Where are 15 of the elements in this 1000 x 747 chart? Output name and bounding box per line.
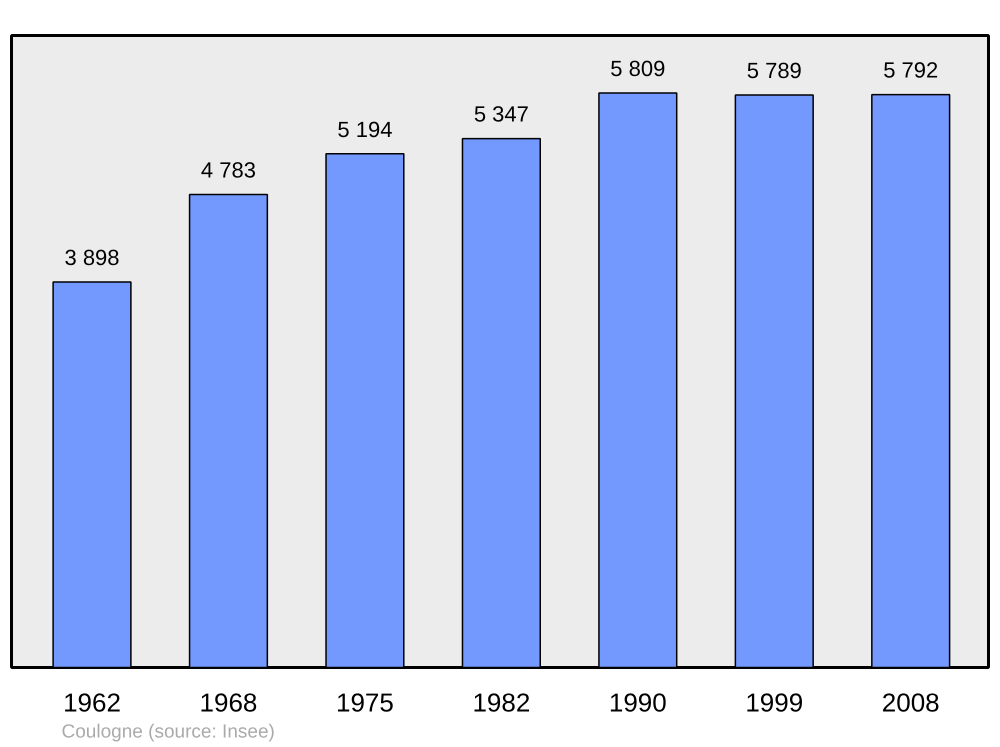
data-label: 5 792 <box>883 58 938 83</box>
x-tick-label: 2008 <box>882 688 940 718</box>
data-label: 3 898 <box>64 244 120 270</box>
x-tick-label: 1962 <box>63 688 121 718</box>
x-tick-label: 1999 <box>745 688 804 718</box>
text: Coulogne (source: Insee) <box>62 722 275 742</box>
data-label: 5 789 <box>746 58 802 83</box>
data-label: 5 194 <box>337 116 392 142</box>
x-tick-label: 1990 <box>608 688 667 718</box>
data-label: 4 783 <box>200 157 256 182</box>
data-label: 5 347 <box>474 102 529 127</box>
x-tick-label: 1982 <box>472 688 530 718</box>
x-tick-label: 1975 <box>336 688 394 718</box>
data-label: 5 809 <box>610 56 666 81</box>
x-tick-label: 1968 <box>200 688 258 718</box>
